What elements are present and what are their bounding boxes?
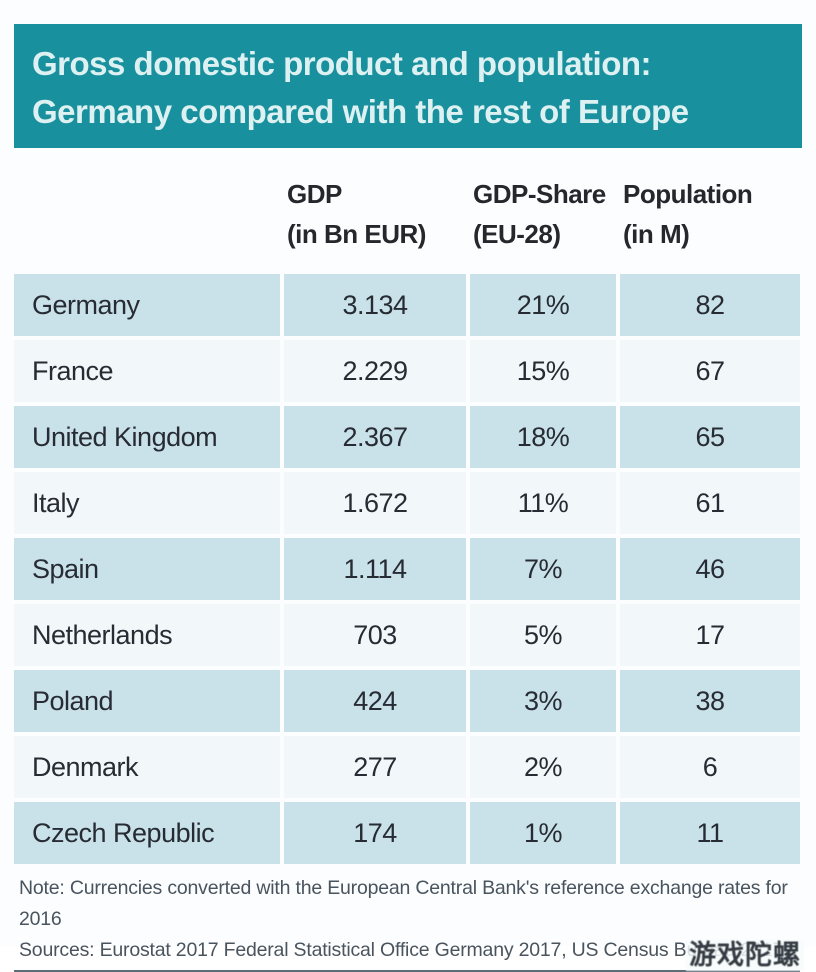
title-line-1: Gross domestic product and population:: [32, 45, 652, 82]
population-cell: 11: [620, 802, 800, 864]
gdp-share-cell: 11%: [470, 472, 616, 534]
gdp-cell: 424: [284, 670, 466, 732]
gdp-cell: 703: [284, 604, 466, 666]
note-line: Note: Currencies converted with the Euro…: [19, 877, 788, 930]
gdp-share-cell: 1%: [470, 802, 616, 864]
gdp-cell: 3.134: [284, 274, 466, 336]
gdp-share-cell: 2%: [470, 736, 616, 798]
gdp-share-cell: 3%: [470, 670, 616, 732]
title-line-2: Germany compared with the rest of Europe: [32, 93, 689, 130]
population-cell: 65: [620, 406, 800, 468]
country-cell: Poland: [14, 670, 280, 732]
column-header-country: [14, 174, 280, 254]
population-cell: 6: [620, 736, 800, 798]
gdp-cell: 1.114: [284, 538, 466, 600]
table-row-czech-republic: Czech Republic 174 1% 11: [14, 802, 800, 864]
column-header-population: Population (in M): [620, 174, 800, 254]
table-row-germany: Germany 3.134 21% 82: [14, 274, 800, 336]
column-header-gdp-share-line2: (EU-28): [473, 219, 561, 249]
country-cell: France: [14, 340, 280, 402]
population-cell: 82: [620, 274, 800, 336]
population-cell: 17: [620, 604, 800, 666]
column-header-population-line1: Population: [623, 179, 753, 209]
gdp-share-cell: 21%: [470, 274, 616, 336]
gdp-share-cell: 5%: [470, 604, 616, 666]
gdp-cell: 174: [284, 802, 466, 864]
gdp-share-cell: 18%: [470, 406, 616, 468]
column-header-gdp-line1: GDP: [287, 179, 342, 209]
table-row-united-kingdom: United Kingdom 2.367 18% 65: [14, 406, 800, 468]
gdp-share-cell: 7%: [470, 538, 616, 600]
title-banner: Gross domestic product and population: G…: [14, 24, 802, 148]
gdp-cell: 2.367: [284, 406, 466, 468]
footnote-block: Note: Currencies converted with the Euro…: [14, 873, 804, 972]
table-row-netherlands: Netherlands 703 5% 17: [14, 604, 800, 666]
column-header-gdp-share: GDP-Share (EU-28): [470, 174, 616, 254]
gdp-cell: 1.672: [284, 472, 466, 534]
gdp-share-cell: 15%: [470, 340, 616, 402]
table-row-poland: Poland 424 3% 38: [14, 670, 800, 732]
column-header-gdp-line2: (in Bn EUR): [287, 219, 426, 249]
table-header-row: GDP (in Bn EUR) GDP-Share (EU-28) Popula…: [14, 148, 800, 274]
column-header-gdp-share-line1: GDP-Share: [473, 179, 606, 209]
column-header-gdp: GDP (in Bn EUR): [284, 174, 466, 254]
country-cell: Germany: [14, 274, 280, 336]
gdp-cell: 277: [284, 736, 466, 798]
country-cell: Czech Republic: [14, 802, 280, 864]
country-cell: Denmark: [14, 736, 280, 798]
population-cell: 46: [620, 538, 800, 600]
country-cell: Spain: [14, 538, 280, 600]
country-cell: United Kingdom: [14, 406, 280, 468]
population-cell: 67: [620, 340, 800, 402]
table-row-spain: Spain 1.114 7% 46: [14, 538, 800, 600]
country-cell: Netherlands: [14, 604, 280, 666]
table-row-italy: Italy 1.672 11% 61: [14, 472, 800, 534]
column-header-population-line2: (in M): [623, 219, 690, 249]
gdp-cell: 2.229: [284, 340, 466, 402]
sources-line: Sources: Eurostat 2017 Federal Statistic…: [19, 939, 784, 961]
table-row-france: France 2.229 15% 67: [14, 340, 800, 402]
watermark-text: 游戏陀螺: [686, 940, 804, 971]
population-cell: 61: [620, 472, 800, 534]
gdp-population-infographic: Gross domestic product and population: G…: [14, 24, 802, 972]
country-cell: Italy: [14, 472, 280, 534]
population-cell: 38: [620, 670, 800, 732]
table-row-denmark: Denmark 277 2% 6: [14, 736, 800, 798]
